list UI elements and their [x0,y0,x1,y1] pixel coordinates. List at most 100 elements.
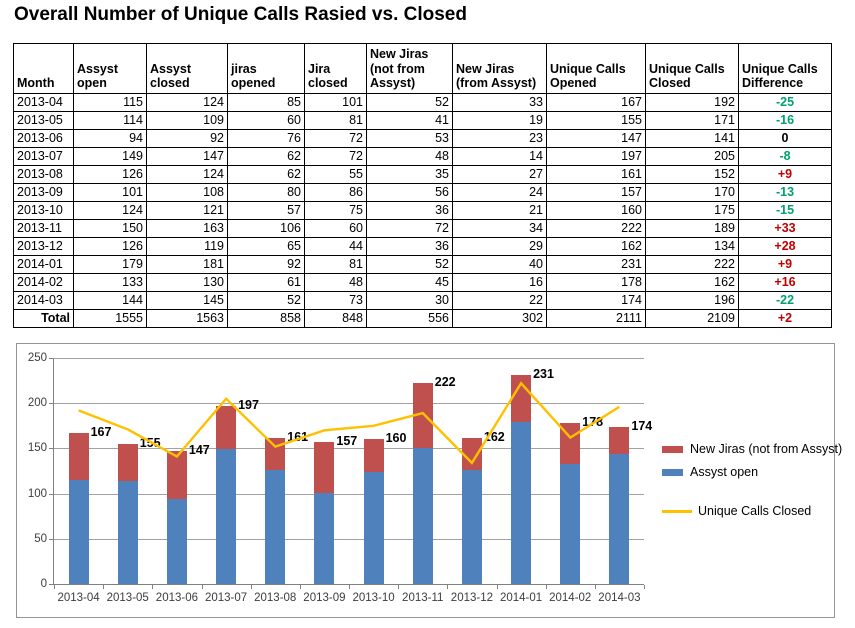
value-cell: 60 [227,111,305,130]
value-cell: 80 [227,183,305,202]
legend-bar-swatch [662,468,683,476]
unique-calls-chart: 167 155 147 197 161 157 160 222 162 231 178 174 0 50… [16,343,842,618]
value-cell: 155 [546,111,646,130]
value-cell: 179 [73,255,147,274]
difference-cell: -25 [738,93,832,112]
column-header-1: Assyst open [73,43,147,94]
month-cell: 2013-08 [13,165,74,184]
value-cell: 134 [645,237,739,256]
value-cell: 196 [645,291,739,310]
line-path [78,381,621,465]
value-cell: 52 [227,291,305,310]
column-header-8: Unique Calls Closed [645,43,739,94]
value-cell: 30 [366,291,453,310]
gridline-50 [54,538,644,540]
bar-new-jiras [511,375,532,423]
value-cell: 178 [546,273,646,292]
value-cell: 160 [546,201,646,220]
y-axis-tick-label: 200 [27,397,47,410]
bar-new-jiras [609,426,630,454]
y-axis-tick-label: 50 [34,532,47,545]
value-cell: 130 [146,273,228,292]
value-cell: 170 [645,183,739,202]
value-cell: 23 [452,129,547,148]
bar-total-label: 167 [90,425,112,440]
legend-label: Assyst open [690,465,759,479]
x-axis-tick-mark [201,585,203,589]
value-cell: 162 [546,237,646,256]
x-axis-category-label: 2013-12 [450,592,494,604]
value-cell: 76 [227,129,305,148]
table-row: 2014-03 144 145 52 73 30 22 174 196 -22 [13,291,832,310]
value-cell: 222 [546,219,646,238]
value-cell: 52 [366,93,453,112]
bar-assyst-open [511,422,532,584]
value-cell: 133 [73,273,147,292]
bar-assyst-open [560,463,581,584]
value-cell: 147 [546,129,646,148]
value-cell: 115 [73,93,147,112]
month-cell: 2014-01 [13,255,74,274]
value-cell: 163 [146,219,228,238]
table-row: 2013-08 126 124 62 55 35 27 161 152 +9 [13,165,832,184]
value-cell: 171 [645,111,739,130]
value-cell: 189 [645,219,739,238]
value-cell: 152 [645,165,739,184]
difference-cell: -13 [738,183,832,202]
value-cell: 126 [73,165,147,184]
x-axis-category-label: 2014-02 [549,592,592,604]
table-header-row: Month Assyst open Assyst closed jiras opene… [13,43,832,94]
difference-cell: -15 [738,201,832,220]
value-cell: 86 [304,183,367,202]
y-axis-tick-mark [49,584,54,585]
value-cell: 55 [304,165,367,184]
table-row: 2013-05 114 109 60 81 41 19 155 171 -16 [13,111,832,130]
chart-plot-area: 167 155 147 197 161 157 160 222 162 231 178 174 [54,358,652,584]
x-axis-tick-mark [496,585,498,589]
bar-new-jiras [117,443,138,481]
x-axis-tick-mark [644,585,645,589]
table-header: Month Assyst open Assyst closed jiras opene… [13,43,832,94]
value-cell: 33 [452,93,547,112]
value-cell: 92 [227,255,305,274]
value-cell: 94 [73,129,147,148]
value-cell: 53 [366,129,453,148]
bar-assyst-open [265,470,286,584]
total-label-cell: Total [13,309,74,328]
value-cell: 161 [546,165,646,184]
difference-cell: -8 [738,147,832,166]
value-cell: 19 [452,111,547,130]
bar-new-jiras [412,383,433,449]
x-axis-category-label: 2013-09 [303,592,346,604]
x-axis-category-label: 2013-11 [402,592,444,604]
bar-assyst-open [68,480,89,584]
gridline-150 [54,448,644,450]
value-cell: 81 [304,255,367,274]
value-cell: 60 [304,219,367,238]
column-header-7: Unique Calls Opened [546,43,646,94]
value-cell: 149 [73,147,147,166]
bar-total-label: 222 [434,375,456,390]
value-cell: 222 [645,255,739,274]
table-row: 2013-12 126 119 65 44 36 29 162 134 +28 [13,237,832,256]
value-cell: 41 [366,111,453,130]
gridline-100 [54,493,644,495]
bar-new-jiras [265,438,286,471]
value-cell: 57 [227,201,305,220]
value-cell: 65 [227,237,305,256]
legend-label: New Jiras (not from Assyst) [690,442,843,456]
value-cell: 197 [546,147,646,166]
table-row: 2013-10 124 121 57 75 36 21 160 175 -15 [13,201,832,220]
month-cell: 2013-07 [13,147,74,166]
table-row: 2014-02 133 130 61 48 45 16 178 162 +16 [13,273,832,292]
bar-new-jiras [68,433,89,481]
value-cell: 126 [73,237,147,256]
value-cell: 144 [73,291,147,310]
bar-assyst-open [166,499,187,584]
bar-total-label: 157 [336,434,358,449]
value-cell: 108 [146,183,228,202]
value-cell: 1555 [73,309,147,328]
bar-total-label: 174 [631,418,653,433]
y-axis-line [53,358,54,585]
value-cell: 124 [146,93,228,112]
